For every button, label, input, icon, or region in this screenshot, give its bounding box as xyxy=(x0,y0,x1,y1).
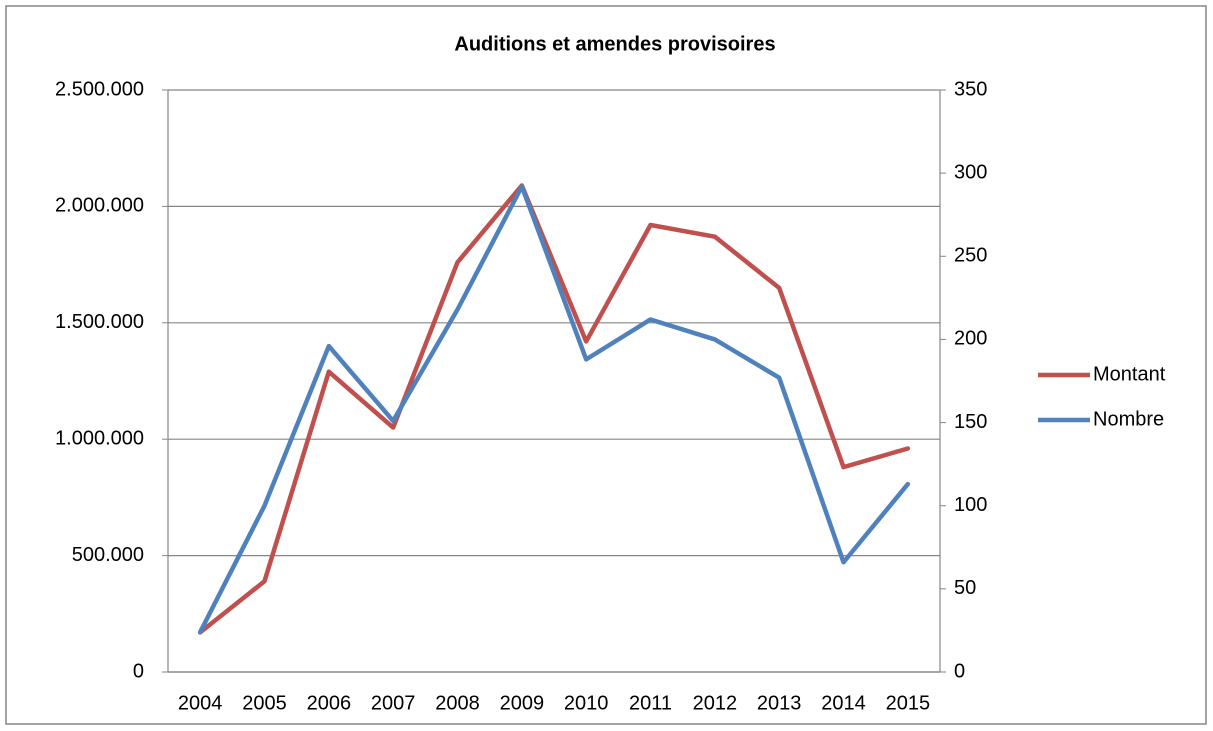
legend-label: Nombre xyxy=(1093,408,1164,430)
x-tick-label: 2008 xyxy=(435,692,480,714)
y2-tick-label: 200 xyxy=(954,328,987,350)
y2-tick-label: 150 xyxy=(954,411,987,433)
y-tick-label: 2.000.000 xyxy=(55,195,144,217)
y-tick-label: 500.000 xyxy=(72,544,144,566)
y2-tick-label: 300 xyxy=(954,161,987,183)
line-series xyxy=(197,184,911,635)
y2-tick-label: 350 xyxy=(954,78,987,100)
x-tick-label: 2007 xyxy=(371,692,416,714)
y-tick-label: 2.500.000 xyxy=(55,78,144,100)
x-tick-label: 2004 xyxy=(178,692,223,714)
y2-tick-label: 0 xyxy=(954,660,965,682)
y-tick-label: 0 xyxy=(133,660,144,682)
x-tick-label: 2014 xyxy=(821,692,866,714)
x-tick-label: 2013 xyxy=(757,692,802,714)
chart-title: Auditions et amendes provisoires xyxy=(454,33,775,55)
x-tick-label: 2006 xyxy=(307,692,352,714)
legend-label: Montant xyxy=(1093,363,1166,385)
x-tick-label: 2005 xyxy=(242,692,287,714)
y-tick-label: 1.000.000 xyxy=(55,427,144,449)
x-tick-label: 2015 xyxy=(886,692,931,714)
y2-tick-label: 50 xyxy=(954,577,976,599)
y2-tick-label: 250 xyxy=(954,245,987,267)
chart-frame xyxy=(5,5,1207,725)
x-tick-label: 2009 xyxy=(500,692,545,714)
x-tick-label: 2010 xyxy=(564,692,609,714)
x-tick-label: 2012 xyxy=(693,692,738,714)
x-tick-label: 2011 xyxy=(629,692,672,714)
y2-tick-label: 100 xyxy=(954,494,987,516)
y-tick-label: 1.500.000 xyxy=(55,311,144,333)
line-series xyxy=(197,183,911,635)
